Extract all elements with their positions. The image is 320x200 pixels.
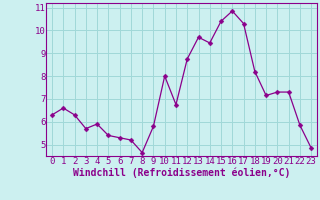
X-axis label: Windchill (Refroidissement éolien,°C): Windchill (Refroidissement éolien,°C)	[73, 167, 290, 178]
